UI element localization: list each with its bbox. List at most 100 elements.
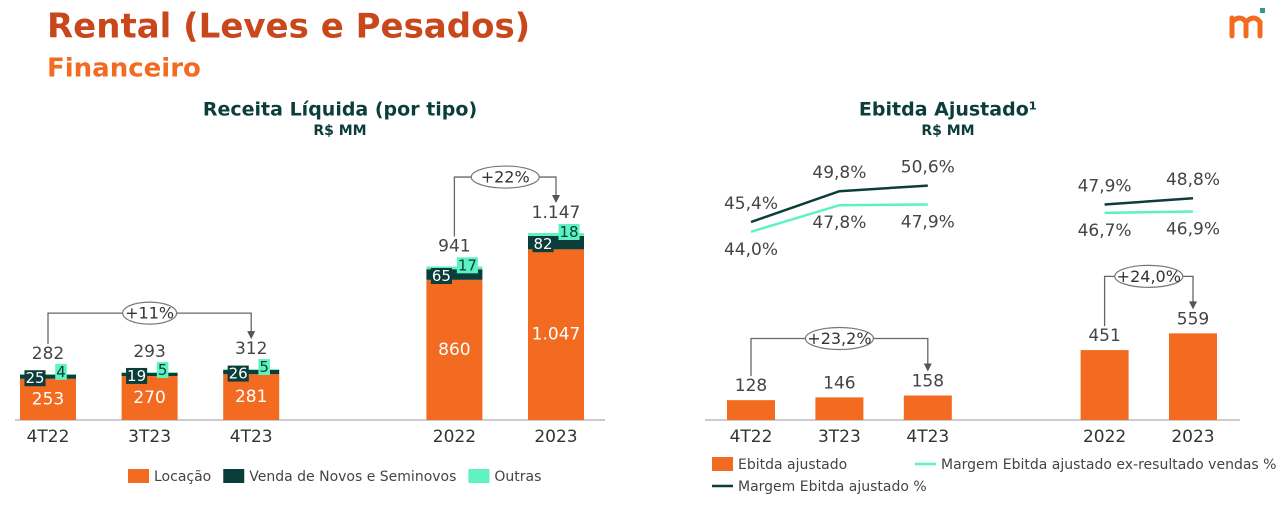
arrow-head	[247, 331, 256, 340]
legend-swatch	[223, 469, 245, 483]
arrow-head	[1189, 301, 1197, 310]
chart-title: Ebitda Ajustado¹	[859, 99, 1037, 121]
bar-segment	[223, 374, 280, 420]
bar-segment	[121, 372, 178, 373]
x-tick-label: 2022	[1083, 427, 1126, 447]
line-label: 46,7%	[1078, 221, 1132, 241]
bar	[727, 400, 775, 420]
bar-segment	[20, 374, 76, 379]
data-label: 281	[235, 387, 267, 407]
annotation: +22%	[481, 168, 530, 187]
legend-label: Locação	[154, 469, 211, 485]
data-label: 19	[127, 367, 146, 385]
bar	[1169, 333, 1217, 420]
bar-segment	[223, 369, 280, 375]
label-bg	[24, 370, 46, 387]
label-bg	[126, 367, 148, 384]
bar-segment	[528, 249, 584, 420]
annotation: +23,2%	[807, 329, 871, 348]
legend-label: Outras	[494, 469, 541, 485]
annotation-bubble	[1114, 264, 1184, 288]
bar	[1080, 350, 1129, 420]
line-label: 49,8%	[812, 163, 866, 183]
bar	[815, 397, 864, 420]
data-label: 128	[735, 376, 767, 396]
label-bg	[227, 365, 249, 382]
annotation-bubble	[122, 301, 178, 325]
arrow-head	[923, 363, 932, 372]
x-tick-label: 4T22	[27, 427, 70, 447]
label-bg	[430, 268, 452, 285]
data-label: 18	[559, 223, 578, 241]
data-label: 559	[1177, 309, 1209, 329]
annotation: +24,0%	[1117, 267, 1181, 286]
legend-swatch	[468, 469, 490, 483]
annotation-bubble	[470, 165, 540, 189]
x-tick-label: 2023	[1171, 427, 1214, 447]
legend-label: Margem Ebitda ajustado %	[738, 479, 927, 495]
line-label: 47,9%	[901, 213, 955, 233]
label-bg	[258, 359, 270, 376]
label-bg	[558, 224, 580, 241]
chart-subtitle: R$ MM	[921, 123, 974, 139]
slide-title: Rental (Leves e Pesados)	[47, 7, 530, 47]
line-label: 44,0%	[724, 240, 778, 260]
label-bg	[456, 257, 478, 274]
data-label: 860	[438, 340, 470, 360]
data-label: 65	[432, 267, 451, 285]
data-label: 17	[458, 256, 477, 274]
legend-label: Margem Ebitda ajustado ex-resultado vend…	[941, 457, 1276, 473]
logo	[1229, 8, 1265, 39]
line-label: 46,9%	[1166, 220, 1220, 240]
data-label: 25	[25, 369, 44, 387]
total-label: 293	[133, 342, 165, 362]
x-tick-label: 4T23	[906, 427, 949, 447]
data-label: 26	[229, 365, 248, 383]
slide-subtitle: Financeiro	[47, 54, 201, 84]
legend-swatch	[712, 457, 733, 471]
label-bg	[532, 236, 554, 253]
bar-segment	[121, 372, 178, 376]
bar-segment	[20, 374, 76, 375]
x-tick-label: 3T23	[818, 427, 861, 447]
legend-swatch	[128, 469, 149, 483]
bar-segment	[528, 233, 584, 236]
bar	[903, 395, 952, 420]
data-label: 253	[32, 389, 64, 409]
total-label: 1.147	[532, 203, 581, 223]
annotation: +11%	[125, 304, 174, 323]
total-label: 312	[235, 339, 267, 359]
line-label: 47,9%	[1078, 177, 1132, 197]
bar-segment	[426, 269, 483, 280]
data-label: 270	[133, 388, 165, 408]
data-label: 5	[259, 358, 269, 376]
annotation-bubble	[804, 326, 875, 351]
margin-line	[750, 203, 1194, 233]
data-label: 5	[158, 361, 168, 379]
x-tick-label: 4T23	[230, 427, 273, 447]
margin-line	[750, 184, 1194, 224]
x-tick-label: 2023	[534, 427, 577, 447]
chart-title: Receita Líquida (por tipo)	[203, 99, 477, 121]
chart-subtitle: R$ MM	[313, 123, 366, 139]
data-label: 1.047	[532, 325, 581, 345]
arrow-head	[552, 195, 560, 204]
data-label: 158	[912, 372, 944, 392]
x-tick-label: 2022	[433, 427, 476, 447]
x-tick-label: 3T23	[128, 427, 171, 447]
line-label: 47,8%	[812, 213, 866, 233]
data-label: 82	[533, 235, 552, 253]
total-label: 941	[438, 236, 470, 256]
x-tick-label: 4T22	[730, 427, 773, 447]
bar-segment	[426, 279, 483, 420]
label-bg	[156, 361, 169, 378]
label-bg	[55, 363, 67, 380]
line-label: 48,8%	[1166, 170, 1220, 190]
line-label: 50,6%	[901, 158, 955, 178]
legend-label: Ebitda ajustado	[738, 457, 847, 473]
data-label: 451	[1088, 326, 1120, 346]
bar-segment	[223, 369, 280, 370]
data-label: 146	[823, 373, 855, 393]
bar-segment	[426, 266, 483, 270]
